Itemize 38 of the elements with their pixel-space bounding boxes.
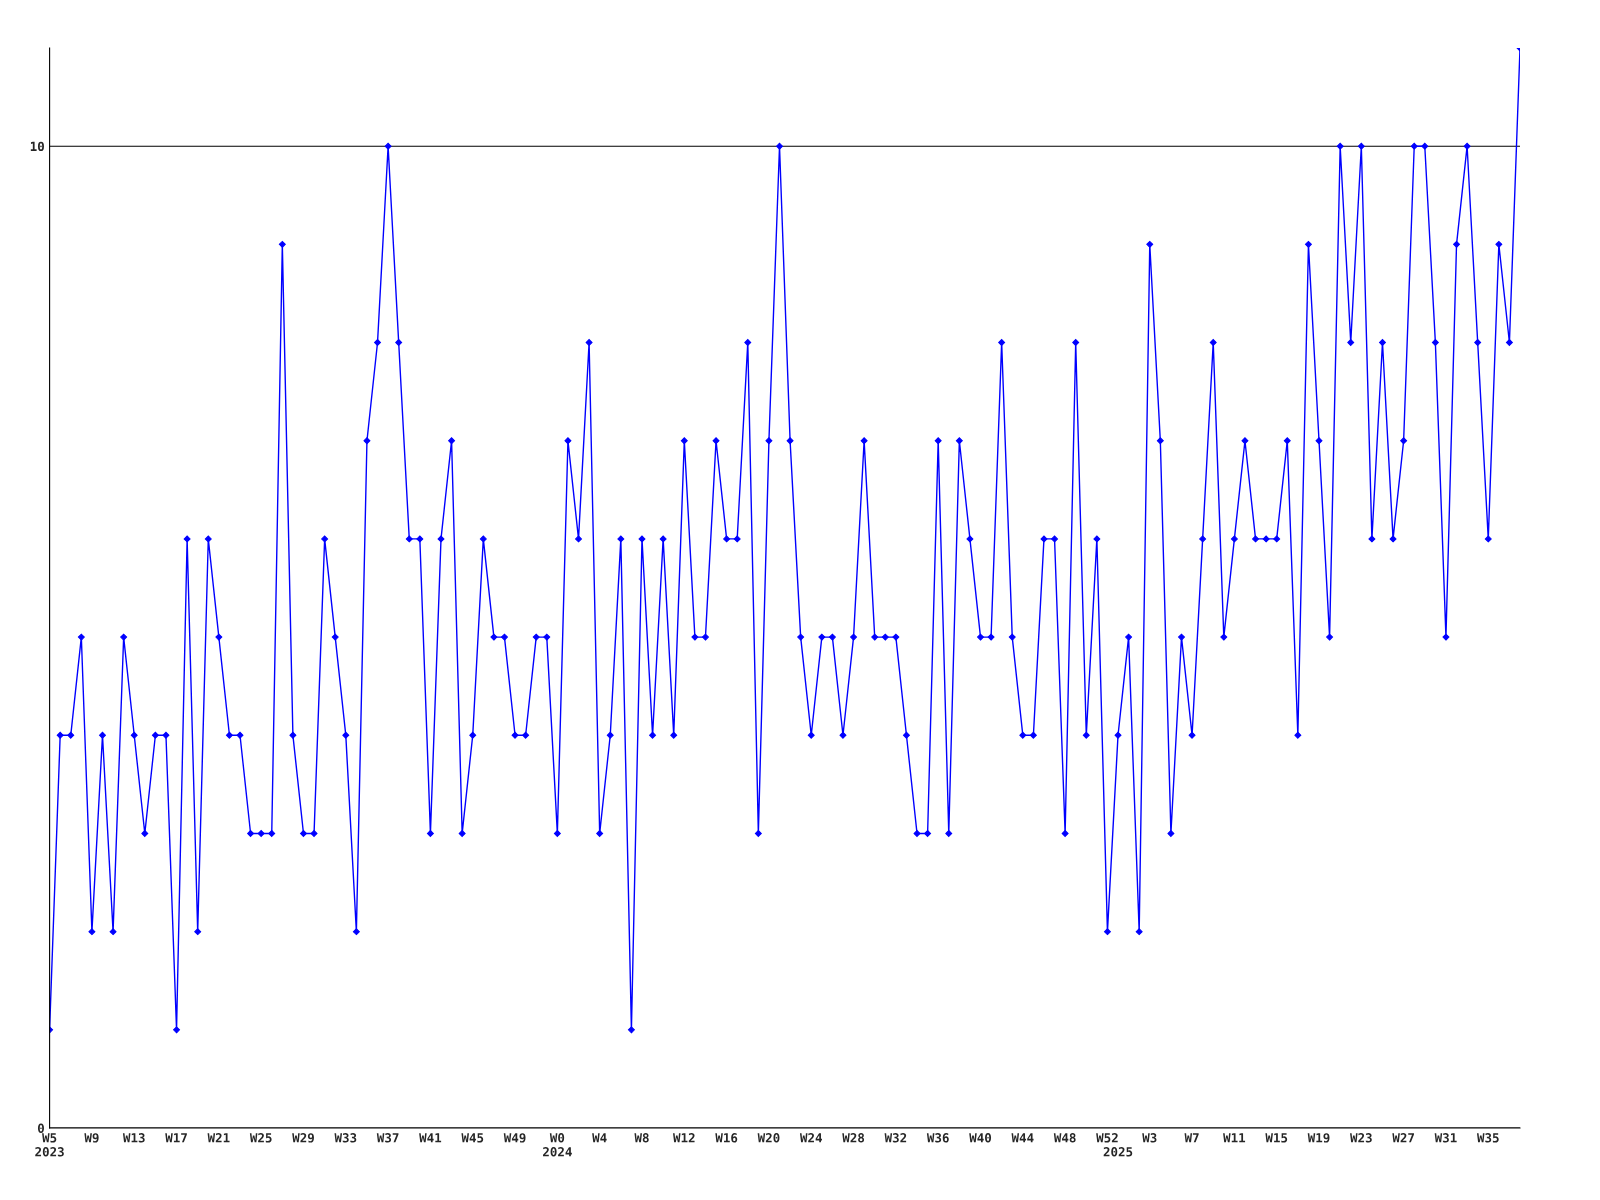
x-tick-label: W25 [249,1133,272,1143]
x-tick-label: W19 [1307,1133,1330,1143]
x-tick-label: W17 [165,1133,187,1143]
x-tick-label: W41 [419,1133,442,1143]
x-tick-label: W45 [461,1133,484,1143]
x-tick-label: W49 [503,1133,526,1143]
x-tick-label: W15 [1265,1133,1288,1143]
x-tick-label: W3 [1142,1133,1157,1143]
x-tick-label: W16 [715,1133,738,1143]
x-tick-label: 2025 [1103,1147,1133,1157]
x-tick-label: W8 [634,1133,649,1143]
x-tick-label: W9 [84,1133,99,1143]
y-tick-label: 10 [30,141,44,152]
x-tick-label: W48 [1053,1133,1076,1143]
x-tick-label: W4 [592,1133,607,1143]
x-tick-label: W36 [926,1133,949,1143]
x-tick-label: W29 [292,1133,314,1143]
x-tick-label: W32 [884,1133,907,1143]
x-tick-label: W44 [1011,1133,1034,1143]
x-tick-label: W40 [969,1133,992,1143]
x-tick-label: W5 2023 [35,1133,64,1157]
x-tick-label: W23 [1350,1133,1372,1143]
x-tick-label: W33 [334,1133,357,1143]
x-tick-label: W13 [122,1133,145,1143]
x-tick-label: W31 [1434,1133,1457,1143]
x-tick-label: W20 [757,1133,780,1143]
x-tick-label: W27 [1392,1133,1414,1143]
x-tick-label: W12 [673,1133,695,1143]
x-tick-label: W52 [1096,1133,1118,1143]
x-tick-label: W28 [842,1133,865,1143]
x-tick-label: W7 [1184,1133,1199,1143]
x-tick-label: W0 2024 [543,1133,572,1157]
x-tick-label: W37 [376,1133,399,1143]
y-tick-label: 0 [37,1123,44,1133]
x-tick-label: W24 [799,1133,822,1143]
x-tick-label: W11 [1223,1133,1246,1143]
x-tick-label: W35 [1476,1133,1499,1143]
x-tick-label: W21 [207,1133,230,1143]
